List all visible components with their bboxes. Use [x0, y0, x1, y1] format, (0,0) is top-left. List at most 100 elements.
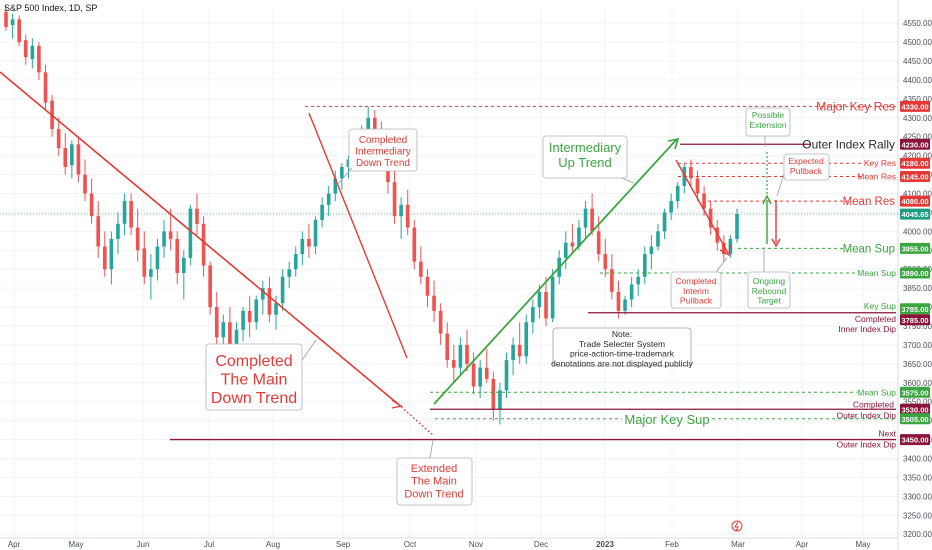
extended-main-down-box	[396, 457, 473, 506]
y-tick-label: 3600.00	[903, 379, 932, 388]
candle-body	[484, 367, 489, 379]
candle	[333, 170, 338, 202]
candle	[181, 250, 186, 300]
level-3890-tag-text: 3890.00	[901, 269, 928, 278]
candle-body	[629, 284, 634, 300]
candle-body	[267, 288, 272, 315]
candle-body	[76, 144, 81, 175]
candle	[43, 64, 48, 111]
expected-pullback-label: Expected Pullback	[788, 156, 824, 176]
candle-body	[636, 276, 641, 285]
candle	[517, 322, 522, 364]
candle	[392, 170, 397, 224]
y-tick-label: 4400.00	[903, 76, 932, 85]
candle-body	[17, 19, 21, 43]
y-tick-label: 3550.00	[903, 398, 932, 407]
x-tick-label: Feb	[665, 540, 679, 549]
candle-body	[214, 307, 219, 338]
level-label-key-sup: Key Sup	[864, 301, 896, 311]
level-4230-tag	[900, 138, 930, 150]
candle	[63, 132, 68, 175]
candle	[149, 254, 153, 300]
level-3450-tag-text: 3450.00	[901, 436, 928, 445]
level-label-inner-index-dip: Inner Index Dip	[838, 324, 896, 334]
level-3955-tag-text: 3955.00	[901, 244, 928, 253]
candle-body	[471, 363, 476, 387]
candle-body	[642, 254, 647, 277]
pullback-arrowhead	[719, 244, 731, 257]
x-tick-label: Dec	[534, 540, 548, 549]
candle-body	[83, 174, 87, 194]
level-label-outer-index-dip: Outer Index Dip	[836, 410, 896, 420]
candle-body	[517, 344, 522, 357]
level-label-next: Next	[879, 429, 897, 439]
candle	[603, 238, 608, 277]
callout-pointer	[301, 339, 317, 361]
candle	[458, 337, 463, 376]
y-tick-label: 3300.00	[903, 492, 932, 501]
level-3955-tag	[900, 242, 930, 254]
level-3785-green-tag	[900, 303, 930, 315]
candle-body	[195, 208, 199, 224]
candle-body	[616, 291, 621, 311]
candle-body	[37, 45, 41, 73]
candle-body	[669, 201, 673, 213]
level-3575-tag-text: 3575.00	[901, 388, 928, 397]
y-tick-label: 3750.00	[903, 322, 932, 331]
candle	[320, 197, 324, 228]
candle	[629, 276, 634, 308]
level-3890-tag	[900, 267, 930, 279]
candle-body	[656, 231, 660, 247]
level-4180-tag	[900, 157, 930, 169]
candle	[689, 159, 693, 186]
rebound-target-label: Ongoing Rebound Target	[752, 276, 787, 306]
candle-body	[452, 360, 456, 368]
candle	[498, 382, 502, 425]
level-4145-tag	[900, 170, 930, 182]
candle	[524, 314, 529, 364]
candle	[89, 178, 94, 224]
candle	[247, 295, 252, 338]
x-tick-label: 2023	[596, 540, 614, 549]
candle-body	[201, 223, 206, 266]
candle	[70, 140, 74, 179]
candle-body	[56, 129, 61, 149]
candle-body	[287, 269, 291, 277]
y-tick-label: 4550.00	[903, 19, 932, 28]
candle	[142, 231, 147, 285]
callout-pointer	[429, 439, 434, 459]
candle	[175, 231, 180, 285]
candle-body	[392, 182, 397, 217]
candle-body	[399, 204, 403, 217]
candle-body	[188, 208, 193, 258]
candle	[471, 352, 476, 395]
y-tick-label: 3400.00	[903, 455, 932, 464]
callout-pointer	[776, 173, 785, 197]
candle-body	[722, 242, 726, 255]
candle	[405, 189, 410, 236]
level-label-mean-res-big: Mean Res	[843, 196, 896, 208]
candle	[280, 269, 285, 311]
candle	[109, 231, 114, 285]
completed-main-down-box	[205, 343, 303, 411]
candle	[56, 117, 61, 156]
candle-body	[412, 227, 417, 262]
note-label: Note: Trade Selecter System price-action-t…	[551, 329, 694, 368]
candle-body	[234, 329, 239, 357]
level-label-mean-sup-3575: Mean Sup	[857, 387, 896, 397]
event-icon-bolt	[734, 521, 739, 532]
candle	[623, 295, 627, 315]
level-4330-tag	[900, 100, 930, 112]
intermediary-up-trend-line	[433, 138, 678, 405]
candle	[135, 208, 140, 262]
intermediary-up-label: Intermediary Up Trend	[549, 140, 622, 170]
candle-body	[563, 242, 568, 258]
candle	[241, 307, 245, 342]
completed-main-down-label: Completed The Main Down Trend	[211, 353, 297, 407]
candle-body	[89, 193, 94, 217]
level-label-completed-outer: Completed	[853, 399, 894, 409]
candle-body	[129, 201, 133, 228]
level-4145-tag-text: 4145.00	[901, 172, 928, 181]
interim-pullback-box	[670, 271, 722, 309]
